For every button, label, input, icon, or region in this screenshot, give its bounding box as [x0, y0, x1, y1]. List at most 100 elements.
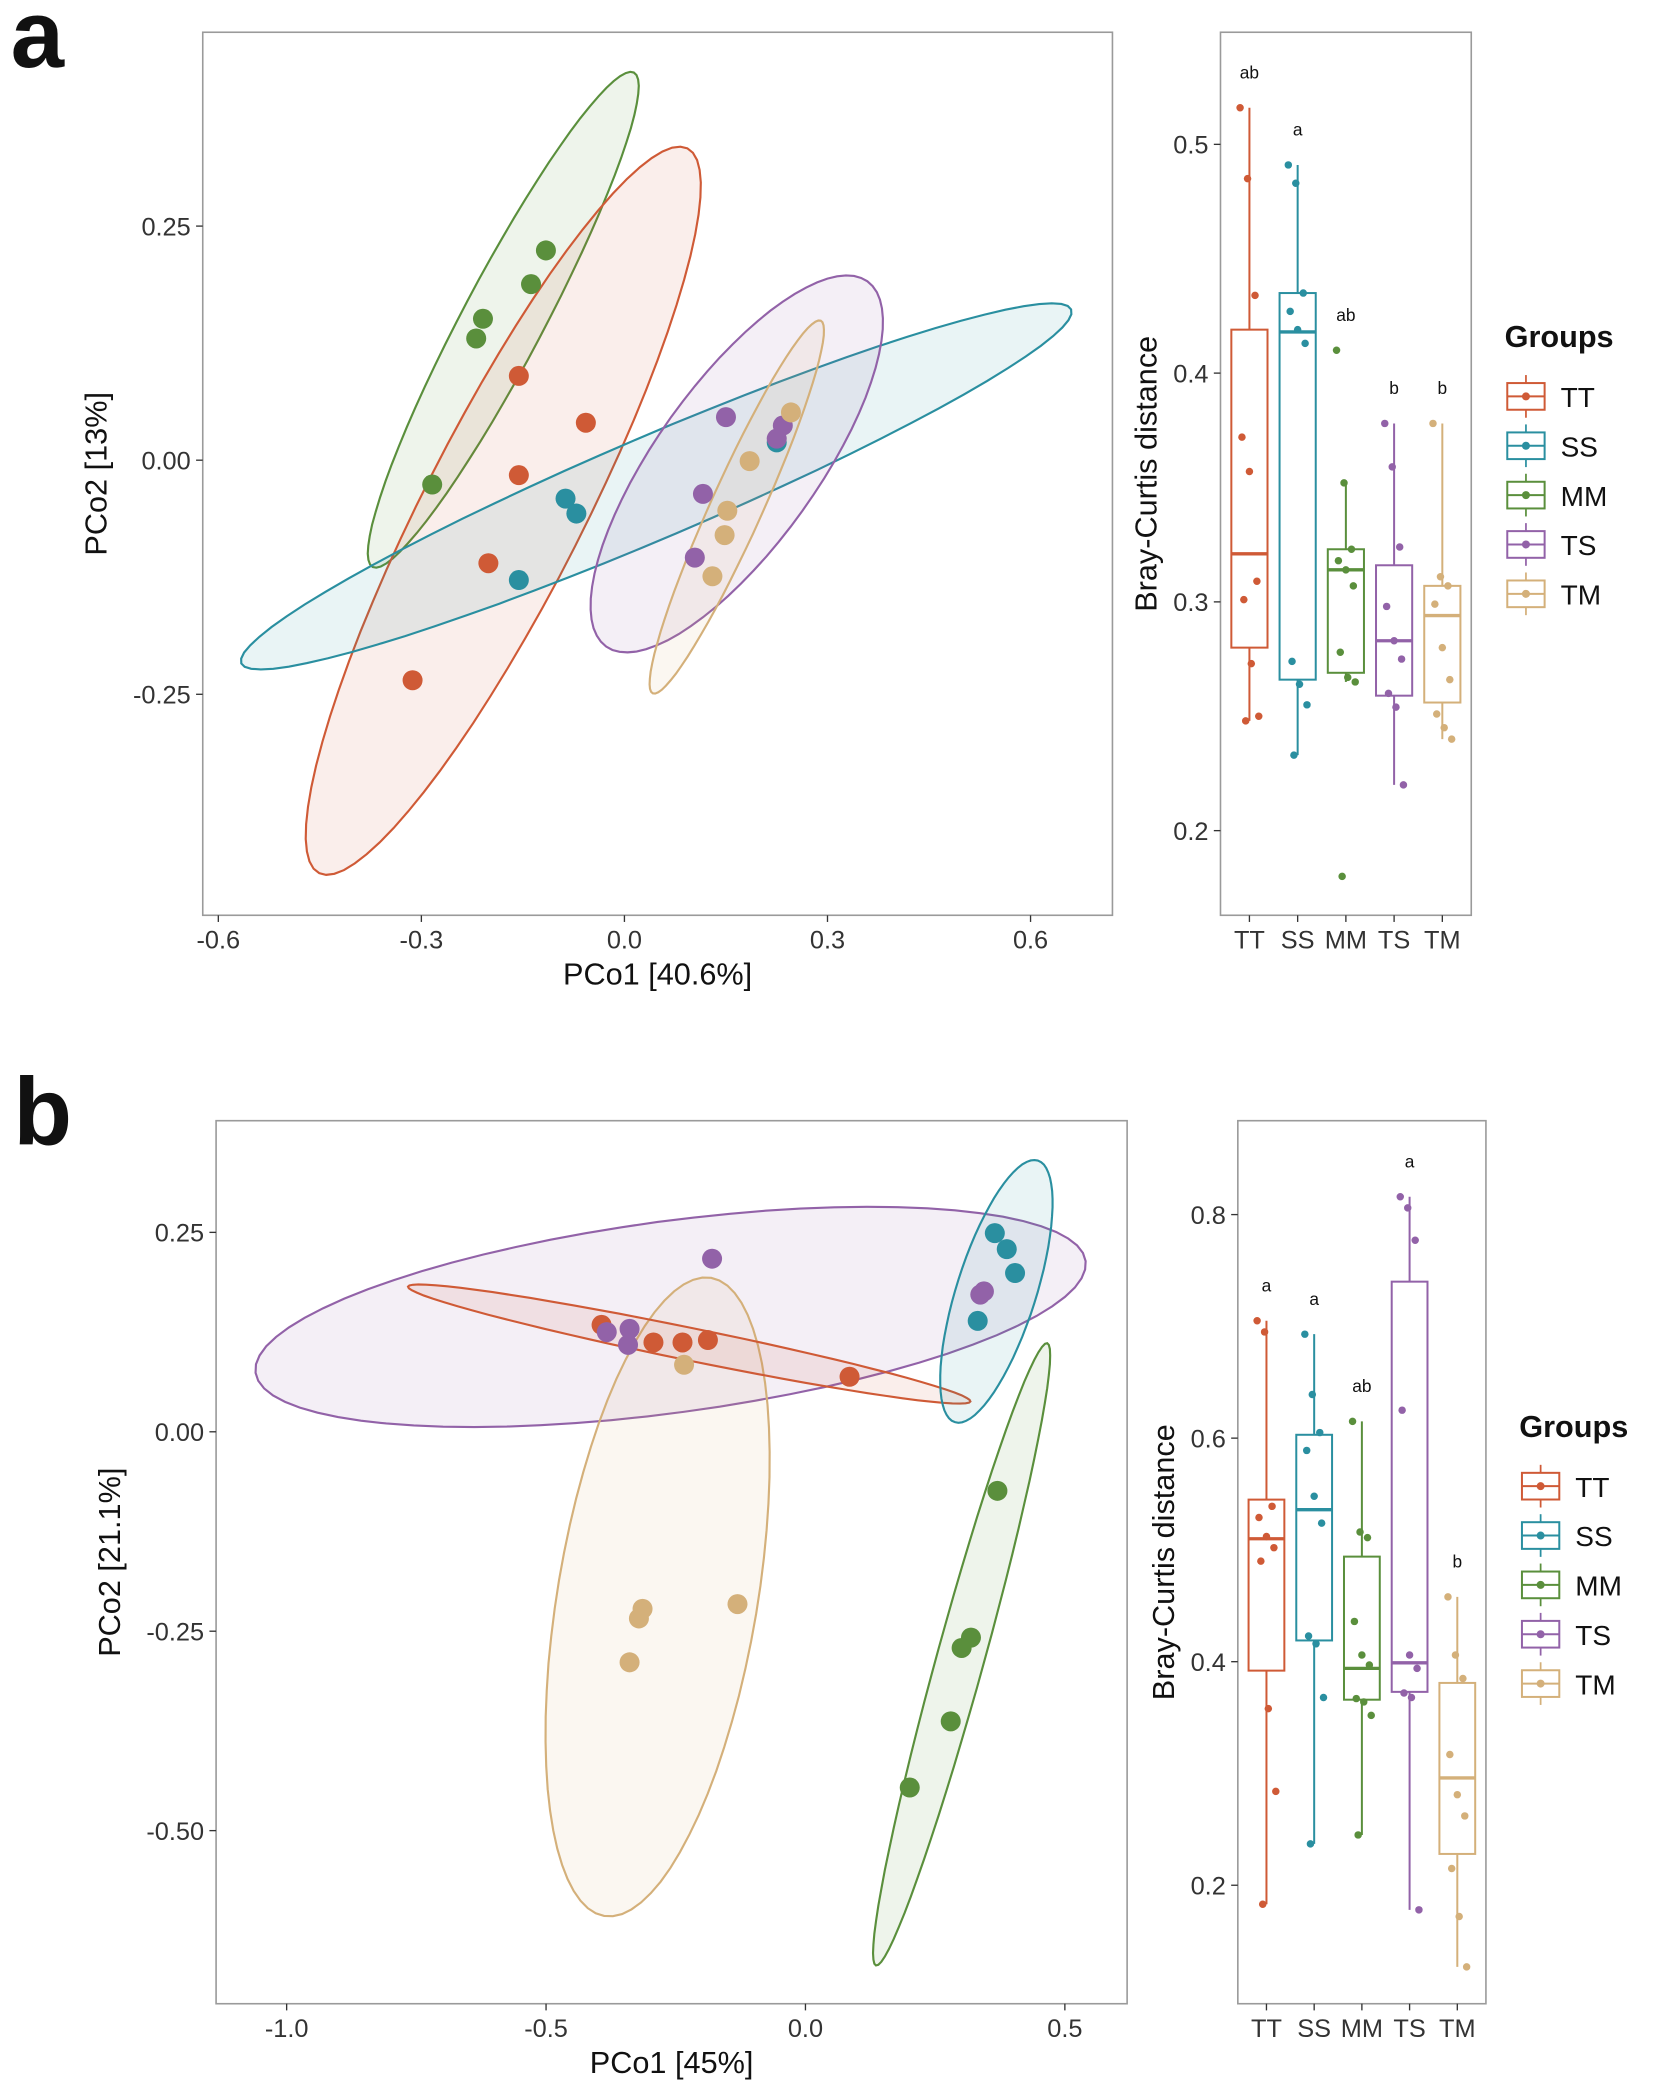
jitter-point	[1303, 701, 1311, 709]
jitter-point	[1350, 1617, 1359, 1626]
y-tick-label: 0.2	[1191, 1873, 1226, 1901]
jitter-point	[1308, 1390, 1317, 1399]
significance-letter: b	[1438, 378, 1448, 398]
legend-key-point	[1521, 491, 1530, 500]
ellipse-ts	[589, 274, 884, 654]
jitter-point	[1288, 657, 1296, 666]
jitter-point	[1444, 582, 1452, 590]
x-tick-label: MM	[1325, 927, 1367, 955]
jitter-point	[1334, 556, 1343, 565]
jitter-point	[1360, 1698, 1368, 1706]
jitter-point	[1241, 717, 1250, 725]
point-tt	[575, 412, 596, 433]
legend-item-ts: TS	[1506, 523, 1596, 566]
y-tick-label: 0.8	[1191, 1202, 1226, 1230]
jitter-point	[1455, 1912, 1463, 1921]
jitter-point	[1255, 1513, 1263, 1522]
legend-item-ts: TS	[1520, 1612, 1611, 1656]
y-tick-label: 0.2	[1173, 818, 1208, 846]
jitter-point	[1316, 1428, 1324, 1437]
point-ts	[596, 1322, 617, 1343]
box-ts: b	[1375, 378, 1414, 789]
point-ss	[984, 1223, 1005, 1244]
legend-label: MM	[1575, 1571, 1622, 1602]
x-tick-label: -1.0	[265, 2015, 309, 2043]
jitter-point	[1431, 600, 1439, 608]
x-tick-label: SS	[1297, 2015, 1331, 2043]
x-tick-label: TM	[1439, 2015, 1476, 2043]
y-axis-title: Bray-Curtis distance	[1129, 336, 1163, 612]
legend-title: Groups	[1505, 320, 1614, 354]
legend-item-tt: TT	[1520, 1464, 1610, 1508]
legend-item-tm: TM	[1506, 572, 1601, 616]
ellipse-ts	[254, 1205, 1087, 1429]
jitter-point	[1272, 1787, 1280, 1796]
jitter-point	[1302, 1446, 1311, 1455]
jitter-point	[1247, 659, 1256, 668]
jitter-point	[1295, 680, 1304, 688]
x-axis-title: PCo1 [40.6%]	[563, 958, 752, 992]
significance-letter: ab	[1336, 305, 1355, 325]
box-ss: a	[1278, 120, 1317, 759]
jitter-point	[1344, 673, 1352, 682]
legend-label: TS	[1575, 1620, 1611, 1651]
ellipses	[240, 70, 1073, 876]
jitter-point	[1453, 1790, 1462, 1799]
x-tick-label: TM	[1424, 927, 1461, 955]
box-iqr	[1326, 548, 1365, 674]
x-tick-label: -0.3	[400, 927, 444, 955]
significance-letter: b	[1452, 1552, 1462, 1572]
point-tm	[739, 451, 760, 472]
box-iqr	[1295, 1433, 1334, 1642]
y-tick-label: 0.5	[1173, 132, 1208, 160]
point-mm	[472, 308, 493, 329]
plot-panel	[215, 1119, 1128, 2005]
legend-item-ss: SS	[1506, 424, 1598, 468]
ellipse-mm	[366, 70, 640, 569]
jitter-point	[1367, 1711, 1375, 1720]
chart-b-scatter: 0.25 0.00 -0.25 -0.50 PCo2 [21.1%] -1.0 -0.5 0.…	[93, 1119, 1128, 2080]
point-mm	[899, 1777, 920, 1798]
jitter-point	[1238, 433, 1246, 441]
jitter-point	[1382, 602, 1391, 611]
y-tick-label: 0.3	[1173, 589, 1208, 617]
point-tt	[643, 1332, 664, 1353]
point-mm	[466, 328, 487, 349]
jitter-point	[1411, 1236, 1419, 1245]
box-tt: ab	[1230, 62, 1269, 725]
legend-item-mm: MM	[1506, 473, 1607, 517]
jitter-point	[1347, 545, 1356, 553]
jitter-point	[1444, 1593, 1452, 1601]
significance-letter: a	[1309, 1289, 1319, 1309]
legend-key-point	[1521, 392, 1530, 401]
point-tt	[672, 1332, 693, 1353]
y-tick-label: 0.00	[141, 448, 190, 476]
point-tm	[619, 1652, 640, 1673]
point-tt	[697, 1330, 718, 1351]
ellipse-tm	[648, 319, 826, 695]
box-iqr	[1438, 1681, 1477, 1855]
point-mm	[521, 274, 542, 295]
y-tick-label: -0.50	[146, 1818, 204, 1846]
jitter-point	[1319, 1693, 1328, 1702]
y-tick-label: 0.00	[155, 1419, 204, 1447]
legend: Groups TT SS MM TS TM	[1519, 1410, 1628, 1705]
legend-key-point	[1536, 1531, 1545, 1540]
point-tm	[674, 1354, 695, 1375]
point-tt	[839, 1366, 860, 1387]
jitter-point	[1243, 174, 1252, 183]
legend-label: SS	[1561, 431, 1598, 462]
point-ts	[702, 1248, 723, 1269]
jitter-point	[1432, 710, 1441, 718]
x-tick-label: MM	[1341, 2015, 1383, 2043]
y-tick-label: -0.25	[146, 1619, 204, 1647]
jitter-point	[1301, 339, 1309, 348]
jitter-point	[1342, 566, 1350, 574]
jitter-point	[1312, 1640, 1320, 1648]
x-tick-label: -0.6	[196, 927, 240, 955]
x-tick-label: -0.5	[524, 2015, 568, 2043]
box-tt: a	[1247, 1275, 1286, 1908]
legend-key-point	[1536, 1482, 1545, 1491]
jitter-point	[1354, 1831, 1362, 1839]
